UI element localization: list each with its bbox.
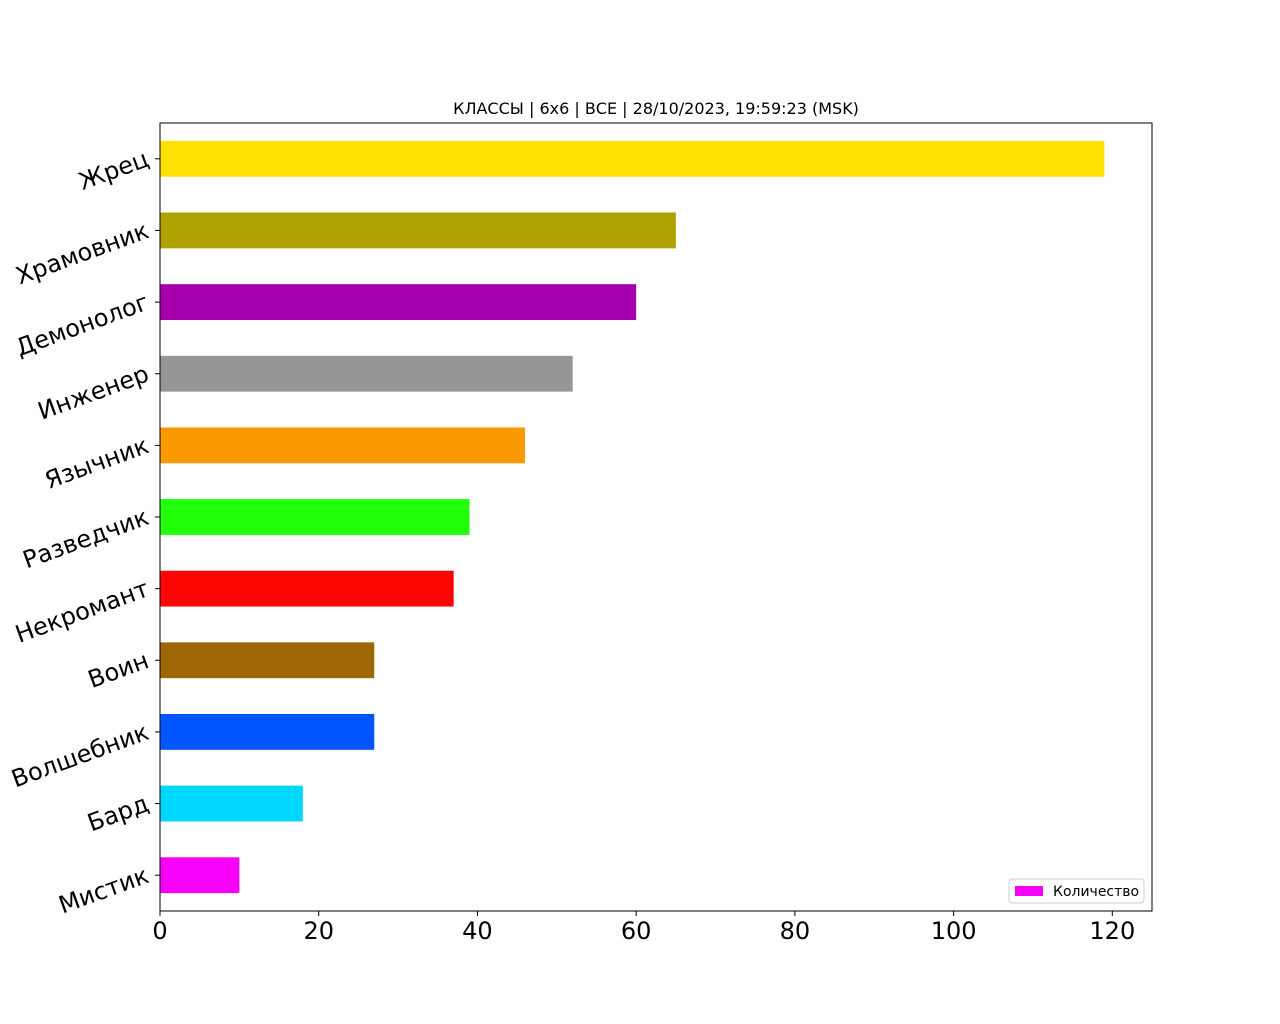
x-tick-label: 80 <box>780 917 811 945</box>
bar <box>160 140 1105 177</box>
bar <box>160 642 375 679</box>
y-tick-label: Инженер <box>34 360 152 426</box>
bar <box>160 355 573 392</box>
bar <box>160 785 303 822</box>
y-tick-label: Некромант <box>12 575 153 649</box>
bar <box>160 284 637 320</box>
x-tick-label: 20 <box>303 917 334 945</box>
x-tick-label: 0 <box>152 917 167 945</box>
legend-swatch <box>1015 886 1043 896</box>
bar <box>160 570 454 607</box>
bar <box>160 714 375 750</box>
bar <box>160 212 676 249</box>
y-tick-label: Демонолог <box>12 288 152 362</box>
bar <box>160 499 470 535</box>
y-tick-label: Храмовник <box>12 216 152 290</box>
y-tick-label: Бард <box>84 789 153 837</box>
legend-box <box>1008 878 1145 904</box>
y-tick-label: Язычник <box>41 431 152 494</box>
x-tick-label: 60 <box>621 917 652 945</box>
x-tick-label: 120 <box>1089 917 1135 945</box>
y-tick-label: Разведчик <box>19 503 152 574</box>
x-tick-label: 40 <box>462 917 493 945</box>
x-tick-label: 100 <box>931 917 977 945</box>
legend: Количество <box>1008 878 1145 904</box>
legend-label: Количество <box>1053 884 1139 900</box>
y-tick-label: Жрец <box>75 145 152 196</box>
chart-title: КЛАССЫ | 6x6 | ВСЕ | 28/10/2023, 19:59:2… <box>453 99 859 118</box>
y-tick-label: Волшебник <box>8 718 153 793</box>
y-tick-label: Мистик <box>55 861 153 919</box>
bar <box>160 427 526 464</box>
plot-frame <box>159 122 1153 912</box>
bar <box>160 857 240 894</box>
x-axis: 0 20 40 60 80 100 120 <box>152 911 1135 945</box>
y-tick-label: Воин <box>84 646 152 694</box>
bars-group <box>160 140 1105 894</box>
